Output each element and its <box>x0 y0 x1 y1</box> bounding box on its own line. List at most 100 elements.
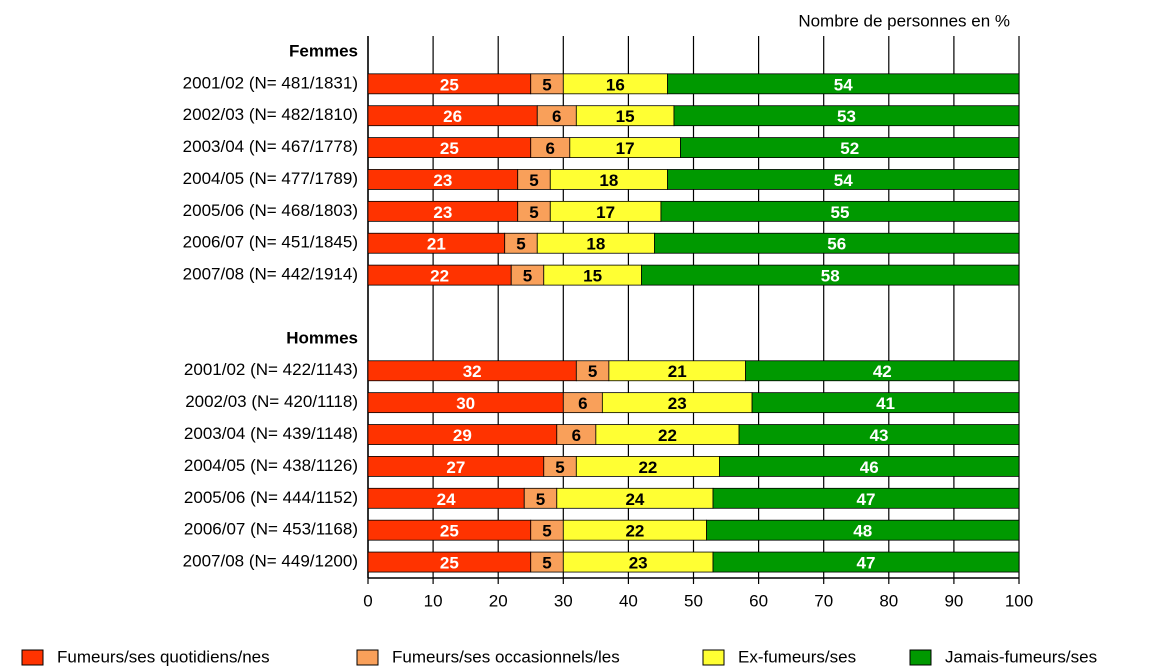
bar-segment <box>745 360 1020 382</box>
bar-segment <box>719 456 1020 477</box>
legend-label: Fumeurs/ses occasionnels/les <box>392 647 620 666</box>
legend-label: Jamais-fumeurs/ses <box>945 647 1097 666</box>
y-tick-label: 2001/02 (N= 422/1143) <box>184 360 358 379</box>
data-label: 54 <box>834 171 853 190</box>
data-label: 32 <box>463 362 482 381</box>
data-label: 16 <box>606 75 625 94</box>
data-label: 24 <box>625 490 644 509</box>
data-label: 22 <box>430 267 449 286</box>
y-tick-label: Femmes <box>289 41 358 60</box>
x-tick-label: 100 <box>1005 591 1033 610</box>
data-label: 17 <box>596 203 615 222</box>
legend-swatch <box>356 649 379 666</box>
data-label: 18 <box>586 235 605 254</box>
data-label: 5 <box>542 554 551 573</box>
y-tick-label: 2007/08 (N= 449/1200) <box>183 552 358 571</box>
data-label: 15 <box>583 267 602 286</box>
data-label: 25 <box>440 139 459 158</box>
bar-segment <box>660 200 1020 222</box>
x-tick-label: 60 <box>749 591 768 610</box>
data-label: 17 <box>616 139 635 158</box>
data-label: 23 <box>433 203 452 222</box>
bar-segment <box>738 424 1020 445</box>
data-label: 5 <box>542 75 551 94</box>
data-label: 5 <box>542 522 551 541</box>
bar-segment <box>667 73 1020 95</box>
data-label: 25 <box>440 554 459 573</box>
x-tick-label: 90 <box>944 591 963 610</box>
data-label: 22 <box>658 426 677 445</box>
data-label: 15 <box>616 107 635 126</box>
data-label: 21 <box>427 235 446 254</box>
data-label: 30 <box>456 394 475 413</box>
y-tick-label: 2002/03 (N= 482/1810) <box>183 105 358 124</box>
data-label: 27 <box>446 458 465 477</box>
bar-segment <box>712 551 1020 573</box>
bar-segment <box>751 392 1020 414</box>
y-tick-label: 2002/03 (N= 420/1118) <box>185 392 358 411</box>
y-tick-label: 2004/05 (N= 477/1789) <box>183 169 358 188</box>
data-label: 46 <box>860 458 879 477</box>
data-label: 41 <box>876 394 895 413</box>
bar-segment <box>667 169 1020 190</box>
legend-swatch <box>702 649 725 666</box>
y-tick-label: 2005/06 (N= 444/1152) <box>184 488 358 507</box>
y-tick-label: 2006/07 (N= 453/1168) <box>184 520 358 539</box>
x-tick-label: 20 <box>489 591 508 610</box>
y-tick-label: 2003/04 (N= 467/1778) <box>183 137 358 156</box>
data-label: 42 <box>873 362 892 381</box>
bar-segment <box>641 264 1020 286</box>
legend-label: Ex-fumeurs/ses <box>738 647 856 666</box>
y-tick-label: 2001/02 (N= 481/1831) <box>183 73 358 92</box>
data-label: 5 <box>529 171 538 190</box>
data-label: 5 <box>523 267 532 286</box>
data-label: 53 <box>837 107 856 126</box>
y-tick-label: 2003/04 (N= 439/1148) <box>184 424 358 443</box>
data-label: 21 <box>668 362 687 381</box>
data-label: 54 <box>834 75 853 94</box>
data-label: 55 <box>831 203 850 222</box>
x-tick-label: 30 <box>554 591 573 610</box>
bar-segment <box>673 105 1020 127</box>
data-label: 5 <box>516 235 525 254</box>
data-label: 23 <box>668 394 687 413</box>
y-tick-label: 2007/08 (N= 442/1914) <box>183 265 358 284</box>
legend-swatch <box>21 649 44 666</box>
chart-title: Nombre de personnes en % <box>798 11 1010 30</box>
data-label: 52 <box>840 139 859 158</box>
data-label: 24 <box>437 490 456 509</box>
data-label: 23 <box>433 171 452 190</box>
data-label: 58 <box>821 267 840 286</box>
data-label: 26 <box>443 107 462 126</box>
y-tick-label: 2006/07 (N= 451/1845) <box>183 233 358 252</box>
data-label: 43 <box>870 426 889 445</box>
x-tick-label: 50 <box>684 591 703 610</box>
data-label: 25 <box>440 522 459 541</box>
data-label: 23 <box>629 554 648 573</box>
data-label: 22 <box>638 458 657 477</box>
x-tick-label: 70 <box>814 591 833 610</box>
x-tick-label: 0 <box>363 591 372 610</box>
data-label: 56 <box>827 235 846 254</box>
bar-segment <box>712 487 1020 509</box>
x-tick-label: 80 <box>879 591 898 610</box>
data-label: 25 <box>440 75 459 94</box>
data-label: 22 <box>625 522 644 541</box>
y-tick-label: Hommes <box>286 328 358 347</box>
bar-segment <box>654 232 1020 254</box>
bar-segment <box>706 519 1020 541</box>
y-tick-label: 2005/06 (N= 468/1803) <box>183 201 358 220</box>
legend-swatch <box>909 649 932 666</box>
data-label: 18 <box>599 171 618 190</box>
x-tick-label: 40 <box>619 591 638 610</box>
data-label: 5 <box>588 362 597 381</box>
data-label: 47 <box>857 554 876 573</box>
data-label: 5 <box>529 203 538 222</box>
data-label: 6 <box>552 107 561 126</box>
data-label: 48 <box>853 522 872 541</box>
data-label: 29 <box>453 426 472 445</box>
bar-segment <box>680 137 1020 158</box>
x-tick-label: 10 <box>424 591 443 610</box>
legend-label: Fumeurs/ses quotidiens/nes <box>57 647 270 666</box>
